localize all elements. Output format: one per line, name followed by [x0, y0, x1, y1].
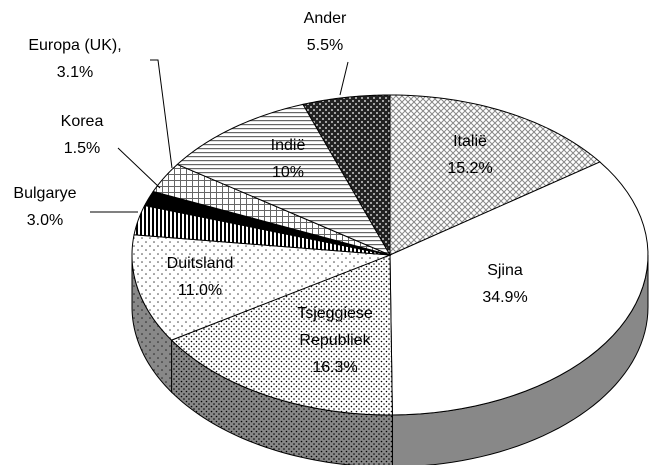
slice-label: Italië 15.2%	[447, 128, 492, 182]
slice-label: Korea 1.5%	[61, 108, 104, 162]
slice-label: Sjina 34.9%	[482, 257, 527, 311]
category-label: Italië	[453, 133, 487, 150]
slice-label: Europa (UK), 3.1%	[28, 32, 121, 86]
value-label: 10%	[271, 164, 305, 181]
category-label: Korea	[60, 113, 104, 130]
value-label: 1.5%	[63, 140, 101, 157]
category-label: Ander	[303, 10, 347, 27]
pie-slice	[170, 254, 393, 416]
slice-label: Indië 10%	[271, 132, 306, 186]
pie-slice	[152, 163, 391, 256]
slice-label: Bulgarye 3.0%	[13, 180, 76, 234]
slice-label: Duitsland 11.0%	[167, 250, 234, 304]
category-label: Europa (UK),	[28, 37, 122, 54]
pie-slice	[143, 190, 391, 256]
pie-slice	[302, 94, 391, 257]
slice-label: Ander 5.5%	[304, 5, 347, 59]
slice-label: Tsjeggiese Republiek 16.3%	[285, 300, 385, 381]
category-label: Bulgarye	[13, 185, 77, 202]
category-label: Sjina	[487, 262, 523, 279]
value-label: 5.5%	[306, 37, 344, 54]
leader-line	[117, 147, 161, 189]
pie-slice	[176, 103, 392, 257]
value-label: 15.2%	[447, 160, 493, 177]
pie-slice	[133, 204, 391, 256]
category-label: Tsjeggiese Republiek	[297, 305, 373, 349]
pie-slice	[131, 234, 391, 341]
pie-slice	[389, 94, 601, 256]
value-label: 11.0%	[177, 282, 223, 299]
leader-line	[150, 59, 173, 169]
leader-line	[339, 61, 349, 96]
value-label: 34.9%	[482, 289, 528, 306]
category-label: Duitsland	[166, 255, 234, 272]
pie-slice	[389, 161, 649, 416]
category-label: Indië	[270, 137, 306, 154]
value-label: 16.3%	[312, 359, 358, 376]
value-label: 3.0%	[26, 212, 64, 229]
value-label: 3.1%	[56, 64, 94, 81]
